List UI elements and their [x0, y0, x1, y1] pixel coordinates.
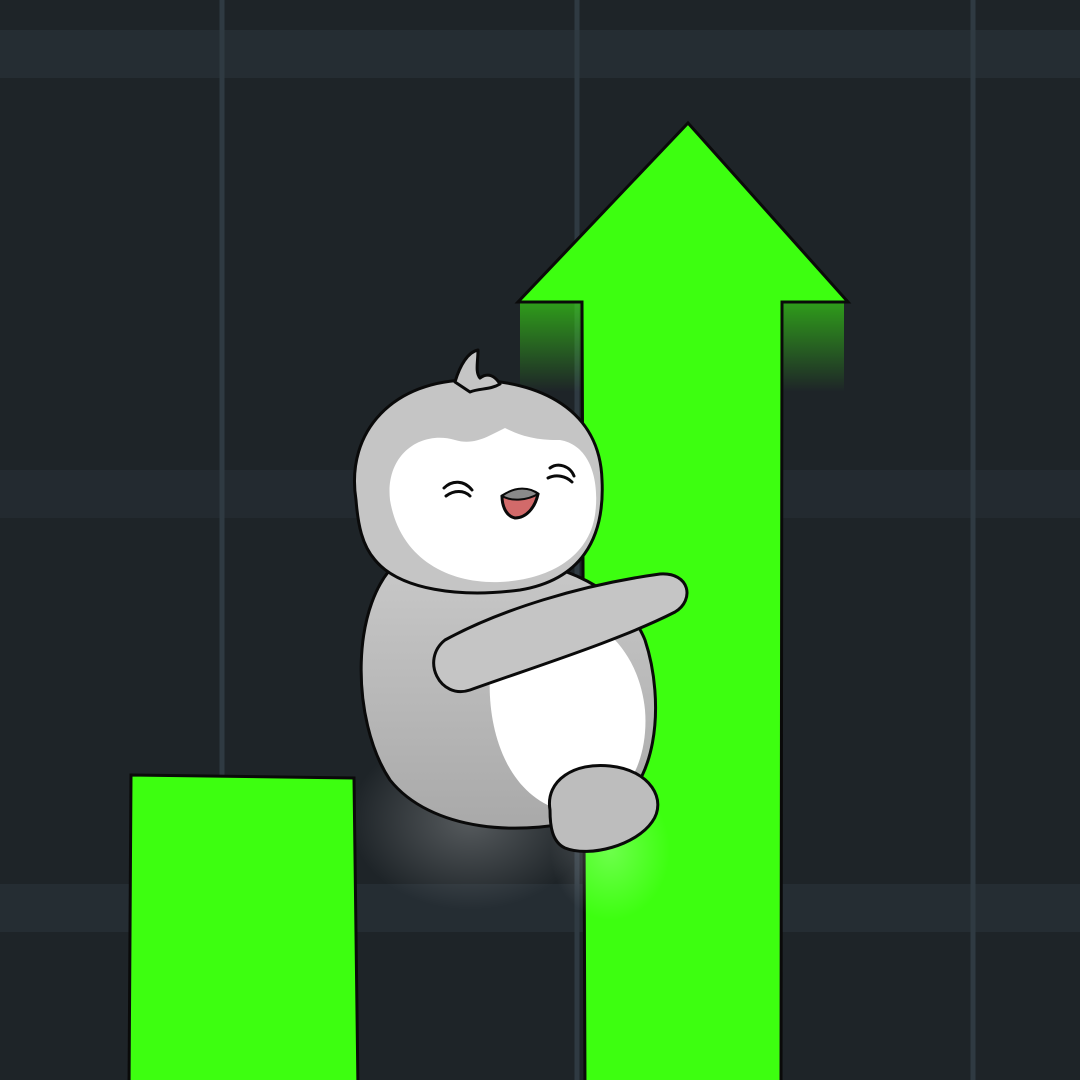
- penguin-left-eye: [442, 480, 474, 498]
- penguin-arm: [432, 572, 689, 694]
- penguin-beak: [500, 487, 540, 501]
- arrow-glow-left: [520, 302, 582, 392]
- penguin-right-eye: [546, 463, 576, 484]
- penguin-foot: [547, 763, 660, 853]
- short-bar: [127, 773, 360, 1080]
- arrow-glow-right: [782, 302, 844, 392]
- grid-band: [0, 30, 1080, 78]
- penguin-tuft: [453, 348, 502, 394]
- penguin: [353, 348, 689, 853]
- penguin-face: [389, 428, 597, 583]
